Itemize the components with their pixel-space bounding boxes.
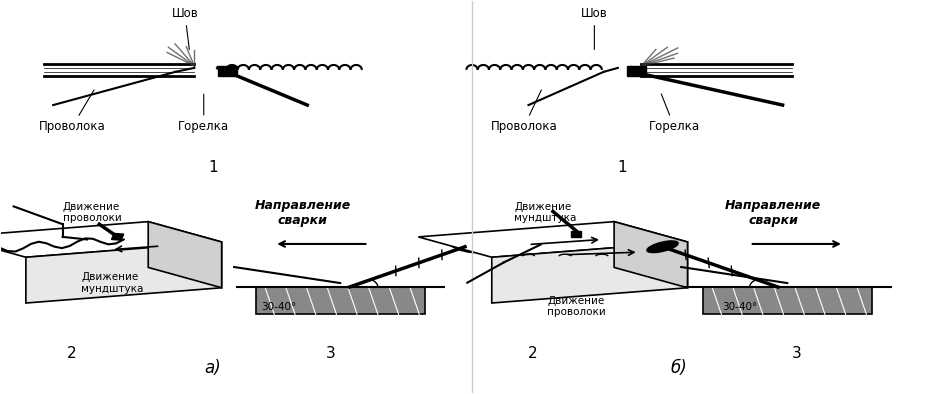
Text: Движение
проволоки: Движение проволоки (548, 296, 606, 317)
Text: Проволока: Проволока (39, 90, 106, 134)
Text: 1: 1 (617, 160, 628, 175)
Bar (571, 231, 582, 237)
Text: Шов: Шов (172, 7, 198, 50)
Bar (111, 233, 124, 240)
Polygon shape (148, 222, 222, 288)
Polygon shape (615, 222, 687, 288)
Text: 3: 3 (792, 346, 801, 361)
Polygon shape (492, 242, 687, 303)
Text: Направление
сварки: Направление сварки (255, 199, 351, 227)
Polygon shape (0, 222, 222, 257)
Text: Движение
проволоки: Движение проволоки (62, 202, 122, 223)
Text: 3: 3 (326, 346, 336, 361)
Text: Шов: Шов (581, 7, 608, 50)
Text: б): б) (670, 359, 687, 377)
Ellipse shape (647, 241, 678, 253)
Text: 30-40°: 30-40° (722, 301, 758, 312)
Text: 30-40°: 30-40° (261, 301, 296, 312)
Text: Направление
сварки: Направление сварки (725, 199, 821, 227)
Text: Горелка: Горелка (178, 94, 229, 134)
Ellipse shape (449, 241, 480, 253)
Polygon shape (418, 222, 687, 257)
Bar (628, 66, 646, 76)
Text: 2: 2 (67, 346, 76, 361)
Polygon shape (702, 287, 872, 314)
Text: Движение
мундштука: Движение мундштука (514, 202, 577, 223)
Text: а): а) (205, 359, 222, 377)
Text: Проволока: Проволока (490, 90, 557, 134)
Polygon shape (25, 242, 222, 303)
Text: 1: 1 (209, 160, 218, 175)
Polygon shape (256, 287, 425, 314)
Text: 2: 2 (529, 346, 538, 361)
Text: Горелка: Горелка (649, 94, 700, 134)
Bar (218, 66, 237, 76)
Text: Движение
мундштука: Движение мундштука (81, 272, 143, 294)
